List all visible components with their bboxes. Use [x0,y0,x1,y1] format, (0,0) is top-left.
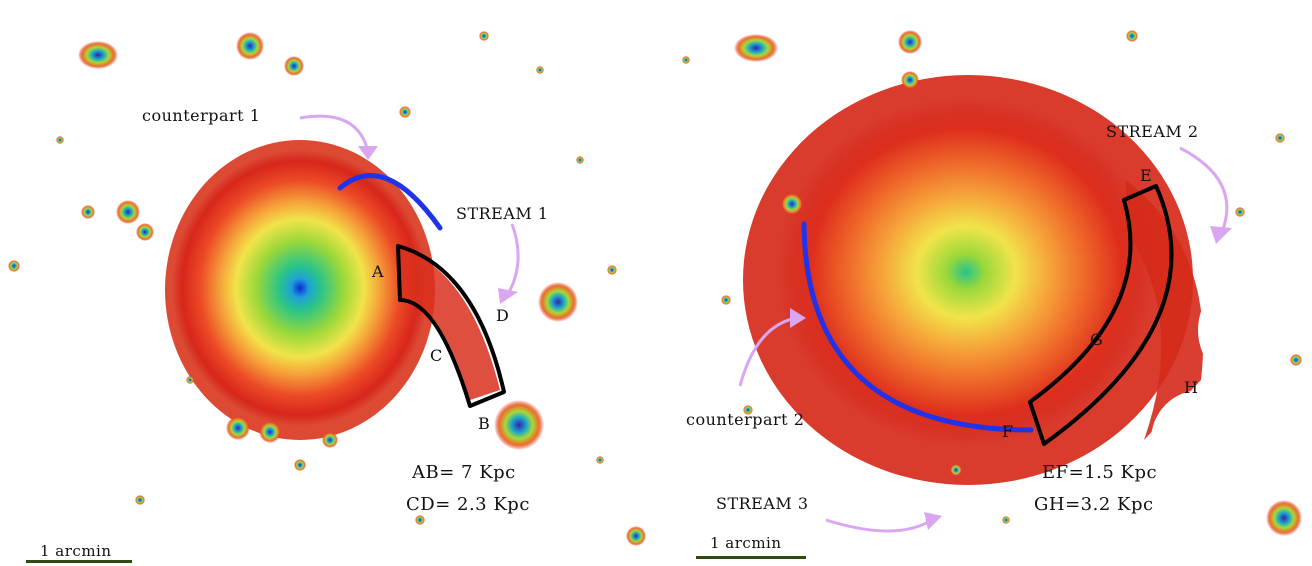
scale-bar-label-left: 1 arcmin [40,542,112,560]
star [81,205,95,219]
star [135,495,145,505]
star [1002,516,1010,524]
counterpart-2-arrow [738,316,797,387]
stream-1-region-outline [396,244,506,408]
masked-region [1198,272,1312,388]
counterpart-1-arrow [299,114,370,153]
point-D-label: D [496,306,510,325]
star [950,464,962,476]
arrow-head [498,288,518,304]
star [236,32,264,60]
star [494,400,544,450]
star [259,421,281,443]
stream-3-arrow [825,518,933,533]
stream-3-label: STREAM 3 [716,494,809,513]
scale-bar-right [696,556,806,559]
star [536,66,544,74]
galaxy-image-left [8,31,646,546]
star [226,416,250,440]
star [56,136,64,144]
star [901,71,919,89]
star [1235,207,1245,217]
star [116,200,140,224]
arrow-head [1210,226,1232,244]
point-F-label: F [1002,422,1014,441]
right-panel: STREAM 2 E G H F counterpart 2 STREAM 3 … [656,0,1312,566]
stream-1-body [400,248,500,400]
point-C-label: C [430,346,443,365]
stream-2-region-outline [1028,184,1174,446]
star [743,405,753,415]
point-A-label: A [372,262,385,281]
stream-2-arrow [1179,146,1229,233]
ab-distance-label: AB= 7 Kpc [412,462,516,483]
arrow-head [790,308,806,328]
star [596,456,604,464]
point-G-label: G [1090,330,1104,349]
stream-1-arrow [506,223,520,295]
star [1266,500,1302,536]
counterpart-2-label: counterpart 2 [686,410,805,429]
ef-distance-label: EF=1.5 Kpc [1042,462,1158,483]
galaxy-core [172,150,428,426]
star [682,56,690,64]
star [1275,133,1285,143]
masked-region [1151,390,1251,490]
star [322,432,338,448]
star [479,31,489,41]
star [136,223,154,241]
point-H-label: H [1184,378,1199,397]
star [415,515,425,525]
star [78,41,118,69]
arrow-head [924,512,942,530]
cd-distance-label: CD= 2.3 Kpc [406,494,530,515]
galaxy-core [776,97,1156,447]
left-panel: counterpart 1 STREAM 1 A D C B AB= 7 Kpc… [8,31,646,563]
counterpart-1-label: counterpart 1 [142,106,261,125]
stream-1-label: STREAM 1 [456,204,549,223]
star [186,376,194,384]
scale-bar-label-right: 1 arcmin [710,534,782,552]
counterpart-1-arc [337,173,443,231]
scale-bar-left [26,560,132,563]
star [284,56,304,76]
star [626,526,646,546]
stream-2-body [1126,180,1204,440]
stream-2-label: STREAM 2 [1106,122,1199,141]
point-B-label: B [478,414,491,433]
star [734,34,778,62]
star [576,156,584,164]
star [781,193,803,215]
star [1290,354,1302,366]
star [898,30,922,54]
galaxy-image-right [682,30,1312,536]
star [8,260,20,272]
gh-distance-label: GH=3.2 Kpc [1034,494,1154,515]
star [721,295,731,305]
star [607,265,617,275]
arrow-head [358,146,378,160]
star [538,282,578,322]
counterpart-2-arc [801,221,1034,433]
star [294,459,306,471]
point-E-label: E [1140,166,1153,185]
star [1126,30,1138,42]
star [399,106,411,118]
